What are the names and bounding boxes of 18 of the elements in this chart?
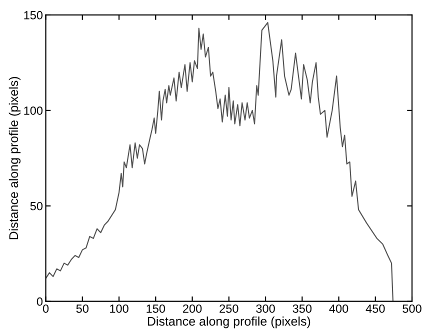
x-tick-label: 250 [220, 304, 238, 313]
x-axis-title: Distance along profile (pixels) [148, 316, 310, 328]
x-tick-label: 200 [183, 304, 202, 313]
x-tick-label: 300 [256, 304, 275, 313]
y-tick-label: 100 [24, 106, 43, 115]
y-tick-label: 0 [36, 297, 43, 306]
x-tick-label: 400 [329, 304, 348, 313]
x-tick-label: 50 [76, 304, 89, 313]
x-tick-label: 150 [146, 304, 166, 313]
x-tick-label: 100 [110, 304, 128, 313]
y-axis-title: Distance along profile (pixels) [8, 76, 21, 240]
y-tick-label: 50 [30, 202, 43, 210]
x-tick-label: 450 [366, 304, 385, 313]
x-tick-label: 500 [402, 304, 422, 313]
x-tick-label: 0 [42, 304, 49, 313]
line-series [46, 22, 394, 302]
x-tick-label: 350 [292, 304, 312, 313]
y-tick-label: 150 [24, 11, 43, 20]
